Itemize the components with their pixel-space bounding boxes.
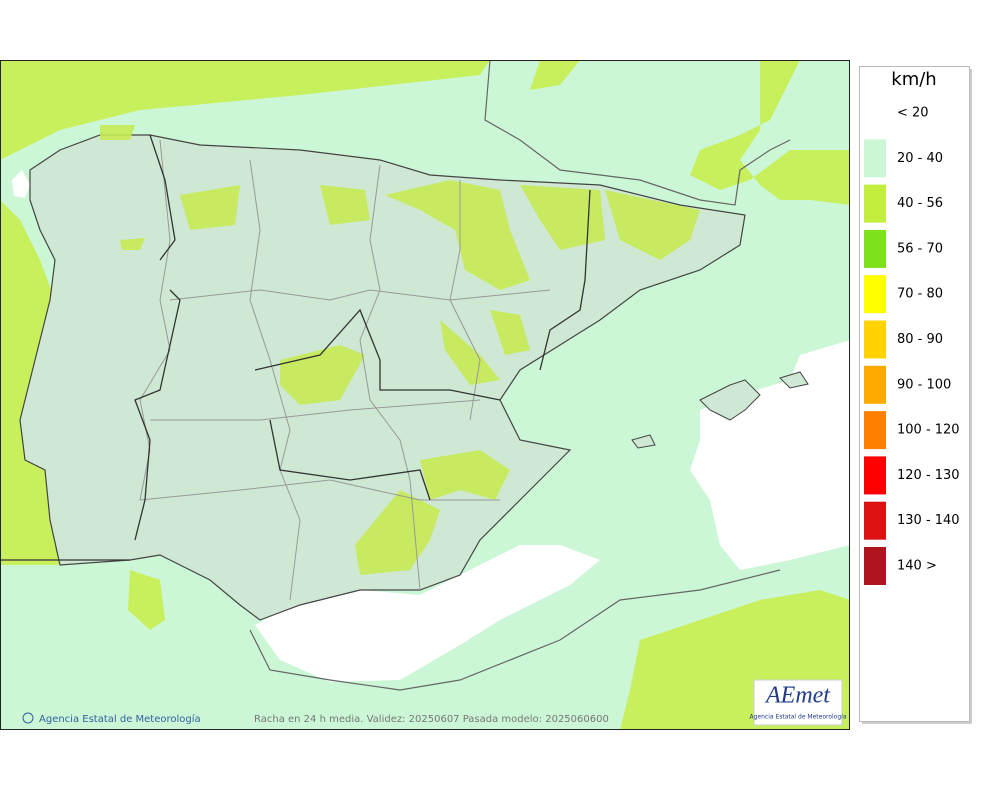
legend-label: 90 - 100 bbox=[897, 377, 951, 392]
wind-area bbox=[0, 60, 490, 160]
legend-swatch bbox=[864, 365, 886, 404]
wind-area bbox=[530, 60, 580, 90]
legend: km/h < 20 20 - 40 40 - 56 56 - 70 70 - 80 80 … bbox=[859, 66, 972, 724]
legend-swatch bbox=[864, 547, 886, 585]
province-borders bbox=[139, 139, 551, 601]
legend-title: km/h bbox=[891, 69, 936, 90]
legend-swatch bbox=[864, 411, 886, 450]
logo-subtitle: Agencia Estatal de Meteorología bbox=[750, 714, 847, 721]
wind-area bbox=[690, 60, 850, 205]
legend-label: 80 - 90 bbox=[897, 332, 943, 347]
legend-swatch bbox=[864, 139, 886, 178]
legend-swatch bbox=[864, 184, 886, 223]
legend-label: 70 - 80 bbox=[897, 287, 943, 302]
calm-area bbox=[690, 340, 850, 570]
map-frame bbox=[0, 60, 850, 730]
legend-swatch bbox=[864, 320, 886, 359]
logo-name: AEmet bbox=[764, 683, 831, 709]
legend-label: 100 - 120 bbox=[897, 423, 960, 438]
logo bbox=[753, 679, 843, 726]
legend-label: < 20 bbox=[897, 106, 929, 121]
legend-swatch bbox=[864, 275, 886, 314]
legend-label: 20 - 40 bbox=[897, 151, 943, 166]
calm-area bbox=[255, 545, 600, 682]
coastline bbox=[484, 59, 791, 206]
islands bbox=[631, 371, 809, 449]
caption: Racha en 24 h media. Validez: 20250607 P… bbox=[254, 714, 609, 725]
legend-swatch bbox=[864, 229, 886, 268]
land bbox=[19, 134, 746, 621]
credit: Agencia Estatal de Meteorología bbox=[39, 713, 201, 725]
calm-area bbox=[12, 170, 30, 198]
legend-label: 40 - 56 bbox=[897, 196, 943, 211]
map: Agencia Estatal de Meteorología Racha en… bbox=[0, 59, 850, 730]
legend-swatch bbox=[864, 501, 886, 540]
legend-label: 56 - 70 bbox=[897, 241, 943, 256]
legend-label: 120 - 130 bbox=[897, 468, 960, 483]
legend-swatch bbox=[864, 456, 886, 495]
region-borders bbox=[0, 134, 591, 561]
legend-label: 140 > bbox=[897, 559, 937, 574]
legend-label: 130 - 140 bbox=[897, 513, 960, 528]
copyright-icon bbox=[22, 712, 34, 724]
wind-area bbox=[128, 570, 165, 630]
coastline bbox=[249, 569, 781, 691]
